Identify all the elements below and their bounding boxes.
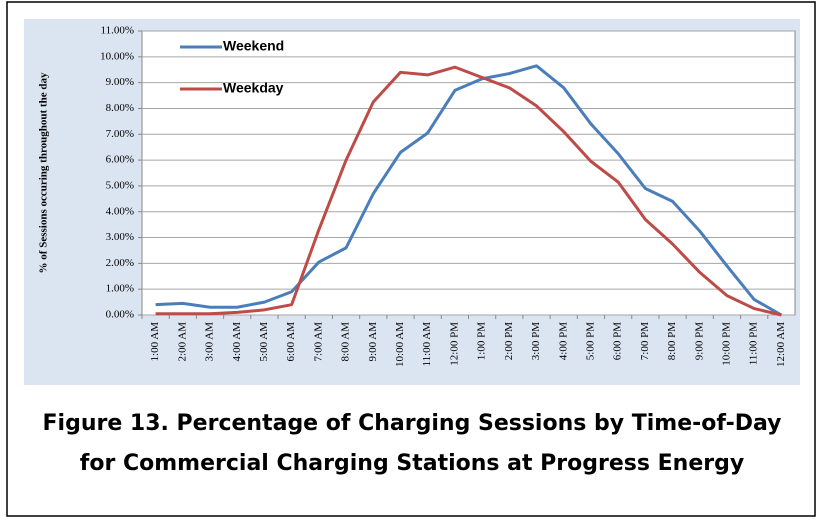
x-tick-label: 7:00 AM bbox=[312, 322, 324, 362]
x-tick-label: 3:00 AM bbox=[204, 322, 216, 362]
x-tick-label: 5:00 PM bbox=[584, 322, 596, 360]
x-tick-label: 8:00 AM bbox=[340, 322, 352, 362]
x-tick-label: 8:00 PM bbox=[666, 322, 678, 360]
x-tick-label: 2:00 AM bbox=[176, 322, 188, 362]
x-tick-label: 6:00 AM bbox=[285, 322, 297, 362]
y-tick-label: 10.00% bbox=[100, 50, 134, 62]
y-tick-label: 11.00% bbox=[100, 25, 134, 37]
caption-line: for Commercial Charging Stations at Prog… bbox=[80, 451, 744, 476]
y-tick-label: 7.00% bbox=[106, 128, 134, 140]
series-line bbox=[155, 65, 782, 317]
y-tick-label: 1.00% bbox=[106, 283, 134, 295]
x-tick-label: 1:00 AM bbox=[149, 322, 161, 362]
x-tick-label: 1:00 PM bbox=[476, 322, 488, 360]
x-tick-label: 4:00 PM bbox=[557, 322, 569, 360]
x-tick-label: 12:00 PM bbox=[448, 322, 460, 366]
x-tick-label: 10:00 AM bbox=[394, 322, 406, 367]
y-tick-label: 0.00% bbox=[106, 309, 134, 321]
y-tick-label: 9.00% bbox=[106, 76, 134, 88]
x-tick-label: 12:00 AM bbox=[775, 322, 787, 367]
x-tick-label: 6:00 PM bbox=[612, 322, 624, 360]
y-tick-label: 5.00% bbox=[106, 179, 134, 191]
y-tick-label: 2.00% bbox=[106, 257, 134, 269]
x-tick-label: 10:00 PM bbox=[721, 322, 733, 366]
caption-line: Figure 13. Percentage of Charging Sessio… bbox=[43, 411, 782, 436]
x-tick-label: 5:00 AM bbox=[258, 322, 270, 362]
y-tick-label: 6.00% bbox=[106, 154, 134, 166]
y-tick-label: 4.00% bbox=[106, 205, 134, 217]
x-tick-label: 11:00 AM bbox=[421, 322, 433, 367]
y-tick-label: 8.00% bbox=[106, 102, 134, 114]
series-line bbox=[155, 64, 783, 317]
x-tick-label: 9:00 AM bbox=[367, 322, 379, 362]
y-axis-title: % of Sessions occuring throughout the da… bbox=[38, 72, 50, 273]
x-tick-label: 3:00 PM bbox=[530, 322, 542, 360]
x-tick-label: 7:00 PM bbox=[639, 322, 651, 360]
legend-label: Weekend bbox=[223, 38, 284, 54]
x-tick-label: 2:00 PM bbox=[503, 322, 515, 360]
legend-label: Weekday bbox=[223, 80, 284, 96]
y-tick-label: 3.00% bbox=[106, 231, 134, 243]
x-tick-label: 11:00 PM bbox=[748, 322, 760, 366]
x-tick-label: 4:00 AM bbox=[231, 322, 243, 362]
x-tick-label: 9:00 PM bbox=[693, 322, 705, 360]
